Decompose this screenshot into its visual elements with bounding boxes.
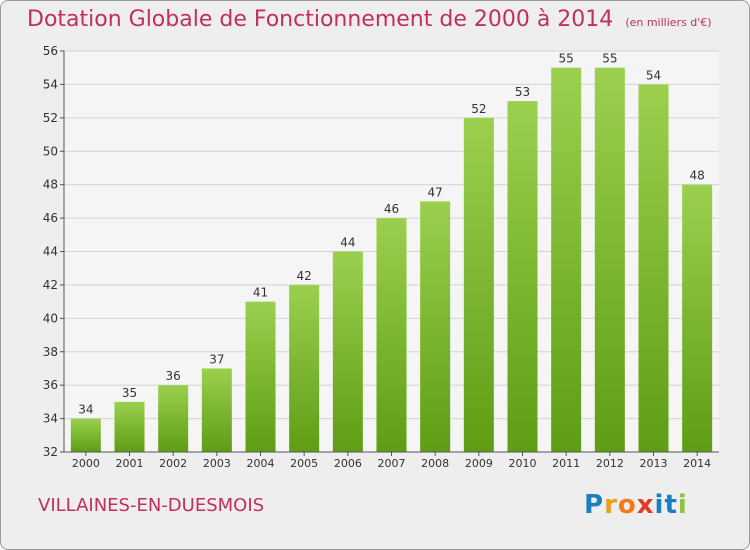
bar (682, 184, 713, 452)
value-label: 41 (253, 286, 268, 300)
x-tick-label: 2007 (378, 457, 406, 470)
value-label: 55 (559, 52, 574, 66)
y-tick-label: 40 (43, 311, 58, 325)
x-tick-label: 2008 (421, 457, 449, 470)
value-label: 36 (166, 369, 181, 383)
x-tick-label: 2013 (640, 457, 668, 470)
bar (420, 201, 451, 452)
logo-letter: r (604, 490, 618, 520)
logo-letter: o (617, 490, 637, 520)
y-tick-label: 34 (43, 412, 58, 426)
x-tick-label: 2014 (683, 457, 711, 470)
x-tick-label: 2003 (203, 457, 231, 470)
axes (63, 51, 719, 453)
x-tick-label: 2006 (334, 457, 362, 470)
value-label: 35 (122, 386, 137, 400)
y-tick-label: 48 (43, 178, 58, 192)
value-label: 46 (384, 202, 399, 216)
y-tick-label: 38 (43, 345, 58, 359)
y-tick-label: 46 (43, 211, 58, 225)
bar (245, 301, 276, 452)
bar (463, 117, 494, 452)
y-tick-label: 32 (43, 445, 58, 459)
value-labels: 34 35 36 37 41 42 44 46 47 52 53 55 55 54 48 (78, 52, 705, 417)
value-label: 55 (602, 52, 617, 66)
logo-letter: t (664, 490, 678, 520)
x-tick-label: 2011 (552, 457, 580, 470)
bar (507, 101, 538, 452)
value-label: 34 (78, 403, 93, 417)
x-tick-label: 2012 (596, 457, 624, 470)
value-label: 53 (515, 85, 530, 99)
bar (376, 218, 407, 452)
y-tick-label: 56 (43, 44, 58, 58)
value-label: 42 (297, 269, 312, 283)
y-tick-label: 42 (43, 278, 58, 292)
y-tick-label: 44 (43, 245, 58, 259)
x-tick-label: 2001 (116, 457, 144, 470)
bar (551, 67, 582, 452)
logo-letter: i (654, 490, 665, 520)
bar (332, 251, 363, 452)
bar (70, 418, 101, 452)
commune-name: VILLAINES-EN-DUESMOIS (38, 495, 265, 516)
unit-label: (en milliers d'€) (625, 16, 712, 29)
proxiti-logo[interactable]: Proxiti (584, 490, 688, 520)
logo-letter: x (636, 490, 655, 520)
x-tick-label: 2004 (247, 457, 275, 470)
value-label: 47 (428, 185, 443, 199)
y-tick-label: 36 (43, 378, 58, 392)
bars (70, 67, 713, 453)
bar (594, 67, 625, 452)
x-tick-label: 2000 (72, 457, 100, 470)
bar (638, 84, 669, 453)
x-tick-label: 2005 (290, 457, 318, 470)
bar (289, 284, 320, 452)
bar (114, 401, 145, 452)
x-tick-label: 2009 (465, 457, 493, 470)
chart-title: Dotation Globale de Fonctionnement de 20… (27, 7, 712, 32)
value-label: 44 (340, 236, 355, 250)
value-label: 52 (471, 102, 486, 116)
value-label: 37 (209, 352, 224, 366)
y-tick-labels: 32 34 36 38 40 42 44 46 48 50 52 54 56 (43, 44, 58, 459)
logo-letter: P (584, 490, 605, 520)
bar (201, 368, 232, 452)
logo-letter: i (677, 490, 688, 520)
bar (158, 385, 189, 452)
y-tick-label: 52 (43, 111, 58, 125)
x-tick-label: 2010 (509, 457, 537, 470)
title-text: Dotation Globale de Fonctionnement de 20… (27, 7, 614, 32)
x-tick-labels: 2000 2001 2002 2003 2004 2005 2006 2007 2008 2009… (72, 457, 711, 470)
x-tick-label: 2002 (159, 457, 187, 470)
y-tick-label: 50 (43, 144, 58, 158)
value-label: 48 (690, 169, 705, 183)
value-label: 54 (646, 68, 661, 82)
y-tick-label: 54 (43, 77, 58, 91)
